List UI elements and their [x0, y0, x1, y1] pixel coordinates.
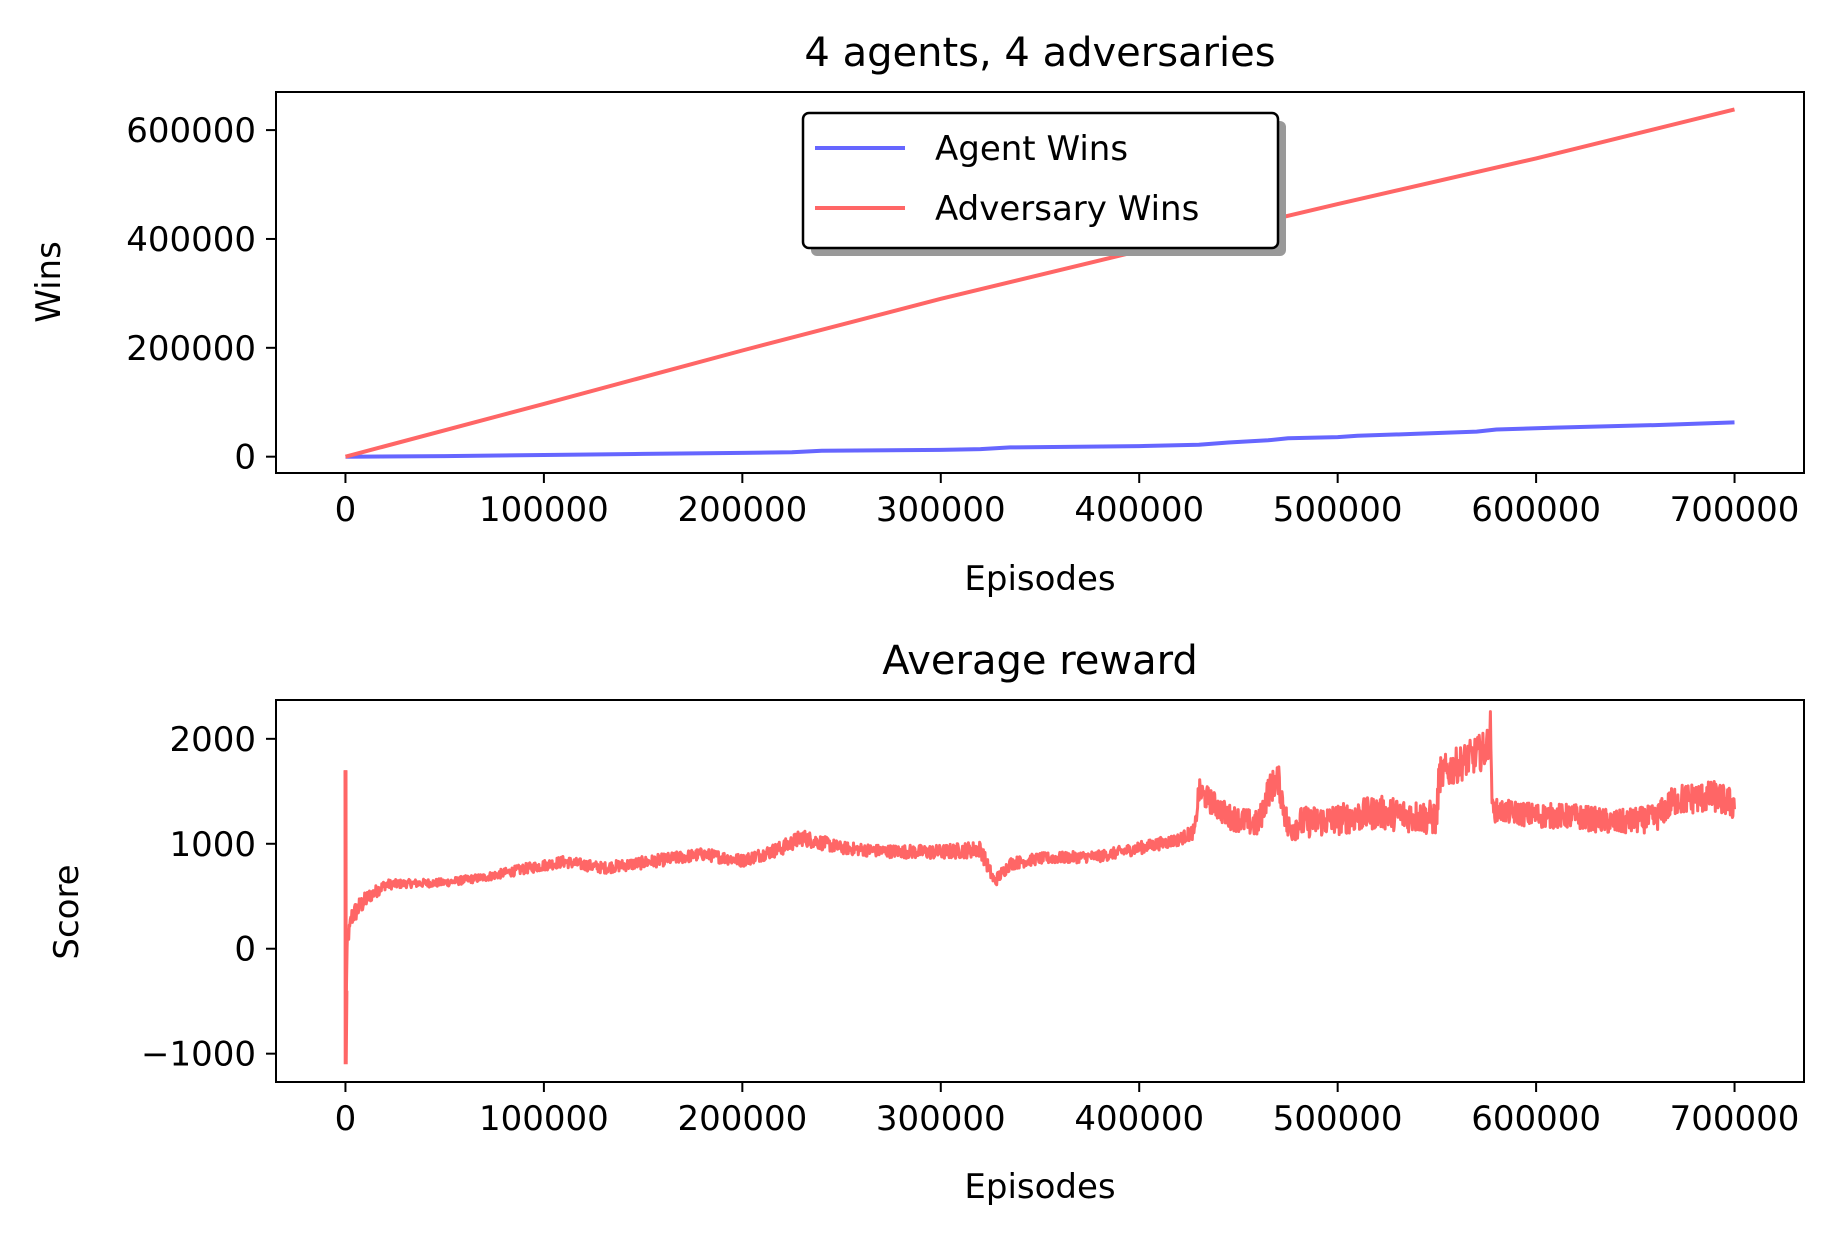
- x-tick-label: 700000: [1670, 1099, 1800, 1139]
- adversary-wins-line: [344, 107, 1735, 459]
- y-tick-label: −1000: [141, 1035, 256, 1075]
- x-tick-label: 600000: [1471, 1099, 1601, 1139]
- x-tick-label: 100000: [479, 490, 609, 530]
- legend: Agent Wins Adversary Wins: [801, 111, 1286, 256]
- x-tick-label: 200000: [677, 490, 807, 530]
- wins-x-ticks: 0 100000 200000 300000 400000 500000 600000 700…: [335, 473, 1800, 530]
- x-tick-label: 700000: [1670, 490, 1800, 530]
- wins-chart-title: 4 agents, 4 adversaries: [804, 30, 1275, 76]
- legend-box: [801, 111, 1280, 250]
- wins-y-ticks: 0 200000 400000 600000: [126, 111, 276, 478]
- y-tick-label: 0: [234, 438, 256, 478]
- reward-y-axis-label: Score: [47, 864, 87, 959]
- agent-wins-line: [345, 420, 1735, 459]
- y-tick-label: 1000: [169, 825, 256, 865]
- x-tick-label: 0: [335, 490, 357, 530]
- x-tick-label: 400000: [1074, 490, 1204, 530]
- legend-label-agent-wins: Agent Wins: [935, 129, 1128, 169]
- legend-label-adversary-wins: Adversary Wins: [935, 189, 1199, 229]
- score-line: [344, 710, 1736, 1036]
- y-tick-label: 0: [234, 930, 256, 970]
- wins-plot-frame: [275, 91, 1805, 474]
- x-tick-label: 400000: [1074, 1099, 1204, 1139]
- wins-chart: 0 100000 200000 300000 400000 500000 600000 700…: [29, 30, 1805, 599]
- wins-y-axis-label: Wins: [29, 241, 69, 323]
- x-tick-label: 0: [335, 1099, 357, 1139]
- y-tick-label: 2000: [169, 720, 256, 760]
- reward-series-layer: [343, 710, 1736, 1065]
- x-tick-label: 300000: [876, 490, 1006, 530]
- wins-series-layer: [344, 107, 1735, 459]
- reward-chart: 0 100000 200000 300000 400000 500000 600000 700…: [47, 638, 1805, 1207]
- x-tick-label: 500000: [1273, 1099, 1403, 1139]
- y-tick-label: 400000: [126, 220, 256, 260]
- y-tick-label: 200000: [126, 329, 256, 369]
- y-tick-label: 600000: [126, 111, 256, 151]
- reward-chart-title: Average reward: [882, 638, 1198, 684]
- x-tick-label: 600000: [1471, 490, 1601, 530]
- wins-x-axis-label: Episodes: [964, 559, 1115, 599]
- reward-x-ticks: 0 100000 200000 300000 400000 500000 600000 700…: [335, 1082, 1800, 1139]
- reward-y-ticks: −1000 0 1000 2000: [141, 720, 276, 1075]
- reward-plot-frame: [275, 699, 1805, 1083]
- x-tick-label: 100000: [479, 1099, 609, 1139]
- reward-x-axis-label: Episodes: [964, 1167, 1115, 1207]
- x-tick-label: 500000: [1273, 490, 1403, 530]
- x-tick-label: 200000: [677, 1099, 807, 1139]
- x-tick-label: 300000: [876, 1099, 1006, 1139]
